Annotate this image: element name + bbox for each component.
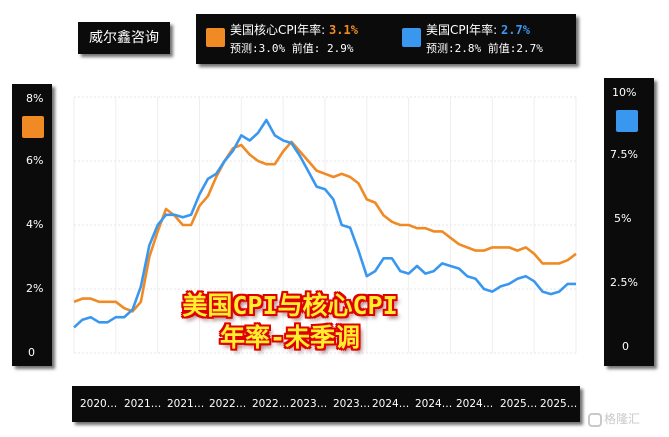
x-tick-label: 2021…	[167, 398, 205, 410]
x-tick-label: 2023…	[333, 398, 371, 410]
x-tick-label: 2023…	[290, 398, 328, 410]
x-tick-label: 2024…	[372, 398, 410, 410]
watermark: 格隆汇	[588, 410, 640, 427]
chart-legend: 美国核心CPI年率: 3.1% 预测:3.0% 前值: 2.9% 美国CPI年率…	[196, 14, 576, 64]
headline-cpi-axis-swatch-icon	[616, 110, 638, 132]
headline-cpi-swatch-icon	[402, 28, 421, 47]
left-tick-label: 6%	[26, 154, 44, 167]
left-tick-label: 0	[28, 346, 35, 359]
x-tick-label: 2024…	[456, 398, 494, 410]
x-tick-label: 2024…	[415, 398, 453, 410]
left-tick-label: 8%	[26, 92, 44, 105]
x-tick-label: 2020…	[80, 398, 118, 410]
core-cpi-axis-swatch-icon	[22, 116, 44, 138]
right-tick-label: 10%	[612, 86, 637, 99]
chart-overlay-title: 美国CPI与核心CPI 年率-未季调	[140, 290, 440, 354]
legend-core-actual: 3.1%	[329, 23, 358, 37]
right-tick-label: 5%	[614, 212, 632, 225]
left-tick-label: 4%	[26, 218, 44, 231]
series-line-headline-cpi	[73, 118, 576, 329]
brand-label: 威尔鑫咨询	[89, 30, 159, 46]
x-tick-label: 2022…	[252, 398, 290, 410]
legend-headline-forecast: 预测:2.8% 前值:2.7%	[426, 42, 543, 55]
series-line-core-cpi	[73, 140, 577, 313]
right-tick-label: 2.5%	[610, 276, 638, 289]
left-tick-label: 2%	[26, 282, 44, 295]
legend-core-label: 美国核心CPI年率:	[230, 23, 326, 37]
watermark-logo-icon	[588, 412, 602, 427]
right-y-axis: 10% 7.5% 5% 2.5% 0	[604, 78, 654, 366]
left-y-axis: 8% 6% 4% 2% 0	[12, 84, 52, 366]
chart-series	[73, 118, 577, 329]
x-tick-label: 2025…	[500, 398, 538, 410]
x-tick-label: 2021…	[124, 398, 162, 410]
x-tick-label: 2022…	[209, 398, 247, 410]
overlay-title-line1: 美国CPI与核心CPI	[182, 291, 398, 320]
x-axis: 2020… 2021… 2021… 2022… 2022… 2023… 2023…	[72, 386, 580, 422]
brand-label-box: 威尔鑫咨询	[78, 22, 170, 54]
x-tick-label: 2025…	[540, 398, 578, 410]
right-tick-label: 0	[622, 340, 629, 353]
watermark-text: 格隆汇	[604, 412, 641, 426]
legend-headline-label: 美国CPI年率:	[426, 23, 498, 37]
overlay-title-line2: 年率-未季调	[219, 323, 361, 352]
legend-core-forecast: 预测:3.0% 前值: 2.9%	[230, 42, 354, 55]
right-tick-label: 7.5%	[610, 148, 638, 161]
core-cpi-swatch-icon	[206, 28, 225, 47]
legend-headline-actual: 2.7%	[501, 23, 530, 37]
